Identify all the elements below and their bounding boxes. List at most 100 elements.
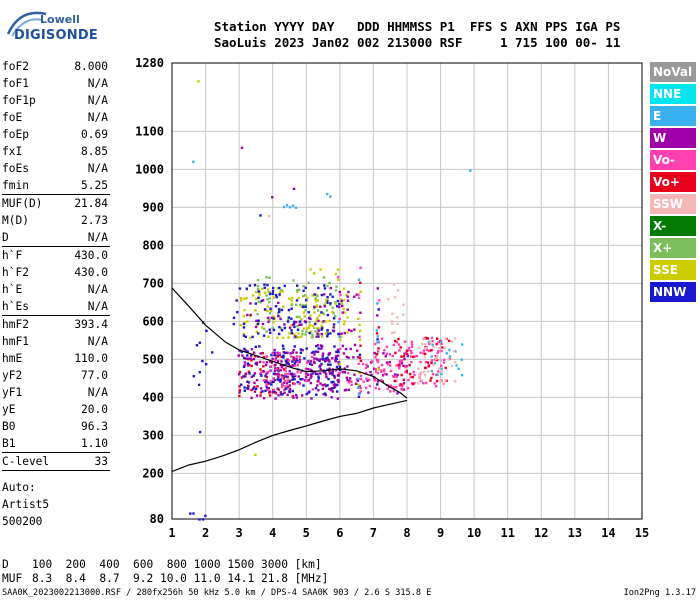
param-value: 1.10: [81, 437, 108, 450]
echo-dot: [310, 336, 314, 339]
echo-dot: [261, 390, 264, 393]
echo-dot: [358, 353, 362, 356]
echo-dot: [329, 388, 333, 392]
file-status-line: SAA0K_2023002213000.RSF / 280fx256h 50 k…: [2, 588, 432, 598]
echo-dot: [256, 284, 260, 288]
echo-dot: [318, 359, 321, 363]
echo-dot: [278, 352, 281, 355]
echo-dot: [262, 361, 265, 364]
echo-dot: [265, 375, 269, 379]
echo-dot: [326, 329, 329, 332]
param-key: foEs: [2, 162, 29, 175]
echo-dot: [309, 373, 313, 376]
echo-dot: [246, 354, 249, 357]
echo-dot: [359, 386, 363, 390]
echo-dot: [440, 372, 443, 376]
echo-dot: [391, 354, 394, 358]
echo-dot: [293, 373, 296, 376]
echo-dot: [271, 286, 275, 290]
echo-dot: [343, 371, 347, 374]
echo-dot: [265, 372, 268, 376]
echo-dot: [293, 382, 297, 386]
echo-dot: [290, 317, 293, 320]
echo-dot: [296, 290, 299, 293]
echo-dot: [320, 328, 323, 331]
echo-dot: [238, 389, 242, 392]
echo-dot: [316, 344, 320, 347]
echo-dot: [254, 302, 258, 305]
echo-dot: [298, 323, 301, 326]
echo-dot: [325, 309, 329, 312]
param-value: 96.3: [81, 420, 108, 433]
legend-entry-noval: NoVal: [650, 62, 696, 82]
echo-dot: [417, 375, 421, 379]
echo-dot: [310, 375, 313, 378]
echo-dot: [393, 296, 397, 299]
echo-dot: [410, 360, 413, 364]
echo-dot: [452, 350, 456, 353]
echo-dot: [258, 293, 261, 296]
echo-dot: [444, 378, 447, 382]
x-tick-label: 4: [269, 526, 276, 540]
echo-dot: [251, 335, 254, 339]
echo-dot: [260, 299, 264, 303]
echo-dot: [383, 349, 386, 352]
echo-dot: [262, 327, 266, 331]
echo-dot: [366, 379, 369, 382]
echo-dot: [304, 304, 308, 307]
echo-dot: [402, 303, 405, 307]
echo-dot: [257, 296, 260, 300]
echo-dot: [450, 340, 454, 343]
echo-dot: [262, 396, 266, 400]
echo-dot: [317, 329, 320, 332]
echo-dot: [282, 377, 286, 380]
echo-dot: [438, 367, 441, 370]
echo-dot: [277, 301, 280, 305]
echo-dot: [271, 196, 274, 199]
echo-dot: [296, 325, 299, 328]
echo-dot: [323, 383, 327, 386]
echo-dot: [331, 371, 334, 374]
echo-dot: [293, 374, 297, 378]
echo-dot: [305, 327, 309, 330]
echo-dot: [305, 330, 308, 333]
echo-dot: [357, 395, 361, 398]
echo-dot: [319, 305, 322, 308]
echo-dot: [246, 380, 249, 383]
echo-dot: [271, 352, 274, 355]
echo-dot: [401, 383, 404, 387]
echo-dot: [410, 345, 414, 349]
echo-dot: [299, 351, 303, 355]
echo-dot: [330, 381, 333, 384]
echo-dot: [280, 329, 284, 332]
param-key: h`E: [2, 283, 23, 296]
echo-dot: [268, 312, 272, 315]
echo-dot: [242, 334, 246, 337]
echo-dot: [440, 364, 443, 368]
echo-dot: [347, 328, 351, 332]
echo-dot: [283, 326, 287, 330]
echo-dot: [255, 319, 258, 323]
echo-dot: [278, 286, 281, 290]
echo-dot: [295, 351, 298, 354]
echo-dot: [301, 349, 304, 352]
echo-dot: [290, 302, 294, 306]
echo-dot: [290, 303, 293, 307]
echo-dot: [419, 360, 422, 364]
echo-dot: [266, 305, 269, 308]
echo-dot: [313, 353, 316, 356]
echo-dot: [368, 378, 371, 382]
lowell-digisonde-logo: Lowell DIGISONDE: [2, 4, 98, 48]
echo-dot: [342, 352, 346, 355]
echo-dot: [333, 376, 336, 379]
echo-dot: [435, 357, 438, 361]
echo-dot: [260, 374, 263, 377]
echo-dot: [205, 329, 208, 333]
echo-dot: [264, 389, 267, 393]
x-tick-label: 12: [534, 526, 548, 540]
autoscale-line: Artist5: [2, 498, 50, 511]
param-key: yE: [2, 403, 16, 416]
echo-dot: [350, 329, 353, 333]
echo-dot: [267, 215, 271, 218]
echo-dot: [308, 362, 312, 366]
